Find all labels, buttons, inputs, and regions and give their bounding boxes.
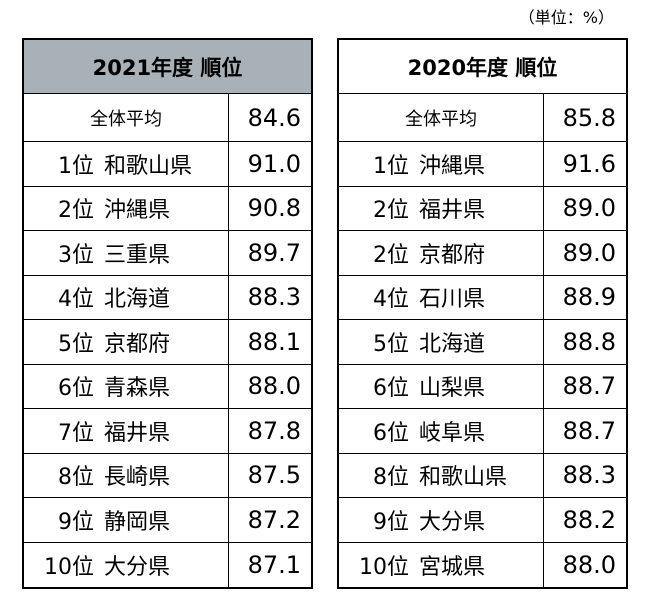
rate-value: 88.9	[543, 275, 626, 320]
rank: 6位	[373, 420, 409, 446]
rank-name-cell: 8位 長崎県	[24, 454, 228, 498]
rank: 7位	[58, 420, 94, 446]
prefecture: 静岡県	[104, 509, 171, 535]
rank-name-cell: 7位 福井県	[24, 409, 228, 454]
ranking-table: 2020年度 順位 全体平均 85.8 1位 沖縄県 91.6 2位 福井県 89.0 2位 京都府…	[337, 38, 628, 589]
rank: 3位	[58, 242, 94, 268]
rank: 2位	[373, 242, 409, 268]
prefecture: 石川県	[419, 287, 486, 313]
table-header: 2020年度 順位	[339, 40, 626, 94]
rate-value: 87.1	[228, 542, 311, 587]
rate-value: 88.2	[543, 498, 626, 543]
rate-value: 91.6	[543, 142, 626, 187]
rank: 4位	[58, 287, 94, 313]
prefecture: 三重県	[104, 242, 171, 268]
prefecture: 和歌山県	[104, 153, 193, 179]
rate-value: 88.3	[228, 275, 311, 320]
prefecture: 大分県	[104, 554, 171, 580]
rank: 5位	[58, 331, 94, 357]
average-label: 全体平均	[24, 94, 228, 142]
prefecture: 福井県	[419, 198, 486, 224]
rank-name-cell: 9位 静岡県	[24, 498, 228, 543]
rate-value: 88.8	[543, 320, 626, 365]
rate-value: 91.0	[228, 142, 311, 187]
rank-name-cell: 4位 石川県	[339, 276, 543, 320]
prefecture: 沖縄県	[419, 153, 486, 179]
prefecture: 山梨県	[419, 376, 486, 402]
rank-name-cell: 5位 北海道	[339, 320, 543, 365]
rank: 9位	[58, 509, 94, 535]
prefecture: 長崎県	[104, 465, 171, 491]
prefecture: 岐阜県	[419, 420, 486, 446]
rank: 8位	[58, 465, 94, 491]
prefecture: 北海道	[104, 287, 171, 313]
rank-name-cell: 9位 大分県	[339, 498, 543, 543]
rank-name-cell: 2位 京都府	[339, 231, 543, 276]
prefecture: 宮城県	[419, 554, 486, 580]
rate-value: 89.0	[543, 186, 626, 231]
rate-value: 87.8	[228, 409, 311, 454]
prefecture: 青森県	[104, 376, 171, 402]
rank-name-cell: 4位 北海道	[24, 276, 228, 320]
prefecture: 京都府	[104, 331, 171, 357]
rate-value: 89.0	[543, 231, 626, 276]
rank: 6位	[373, 376, 409, 402]
rank-name-cell: 6位 岐阜県	[339, 409, 543, 454]
rate-value: 88.7	[543, 409, 626, 454]
unit-label: （単位：%）	[518, 8, 614, 27]
rate-value: 88.0	[228, 364, 311, 409]
rank: 1位	[58, 153, 94, 179]
rank: 10位	[44, 554, 94, 580]
rank-name-cell: 1位 和歌山県	[24, 142, 228, 187]
rank-name-cell: 10位 大分県	[24, 543, 228, 588]
average-value: 85.8	[543, 94, 626, 142]
prefecture: 沖縄県	[104, 198, 171, 224]
rate-value: 88.3	[543, 453, 626, 498]
prefecture: 大分県	[419, 509, 486, 535]
rank-name-cell: 10位 宮城県	[339, 543, 543, 588]
prefecture: 京都府	[419, 242, 486, 268]
rank-name-cell: 2位 福井県	[339, 187, 543, 231]
rate-value: 87.2	[228, 498, 311, 543]
rate-value: 88.7	[543, 364, 626, 409]
rank: 8位	[373, 465, 409, 491]
prefecture: 北海道	[419, 331, 486, 357]
rank-name-cell: 1位 沖縄県	[339, 142, 543, 187]
rank-name-cell: 3位 三重県	[24, 231, 228, 276]
rank: 2位	[58, 198, 94, 224]
prefecture: 福井県	[104, 420, 171, 446]
rank: 10位	[359, 554, 409, 580]
average-label: 全体平均	[339, 94, 543, 142]
rank: 5位	[373, 331, 409, 357]
rank: 2位	[373, 198, 409, 224]
rank-name-cell: 8位 和歌山県	[339, 454, 543, 498]
rate-value: 89.7	[228, 231, 311, 276]
rate-value: 88.1	[228, 320, 311, 365]
rank: 1位	[373, 153, 409, 179]
rank: 6位	[58, 376, 94, 402]
rate-value: 90.8	[228, 186, 311, 231]
rank-name-cell: 6位 山梨県	[339, 365, 543, 409]
rate-value: 87.5	[228, 453, 311, 498]
average-value: 84.6	[228, 94, 311, 142]
rate-value: 88.0	[543, 542, 626, 587]
rank: 4位	[373, 287, 409, 313]
table-header: 2021年度 順位	[24, 40, 311, 94]
rank-name-cell: 6位 青森県	[24, 365, 228, 409]
rank: 9位	[373, 509, 409, 535]
rank-name-cell: 2位 沖縄県	[24, 187, 228, 231]
prefecture: 和歌山県	[419, 465, 508, 491]
ranking-table: 2021年度 順位 全体平均 84.6 1位 和歌山県 91.0 2位 沖縄県 90.8 3位 三重…	[22, 38, 313, 589]
rank-name-cell: 5位 京都府	[24, 320, 228, 365]
